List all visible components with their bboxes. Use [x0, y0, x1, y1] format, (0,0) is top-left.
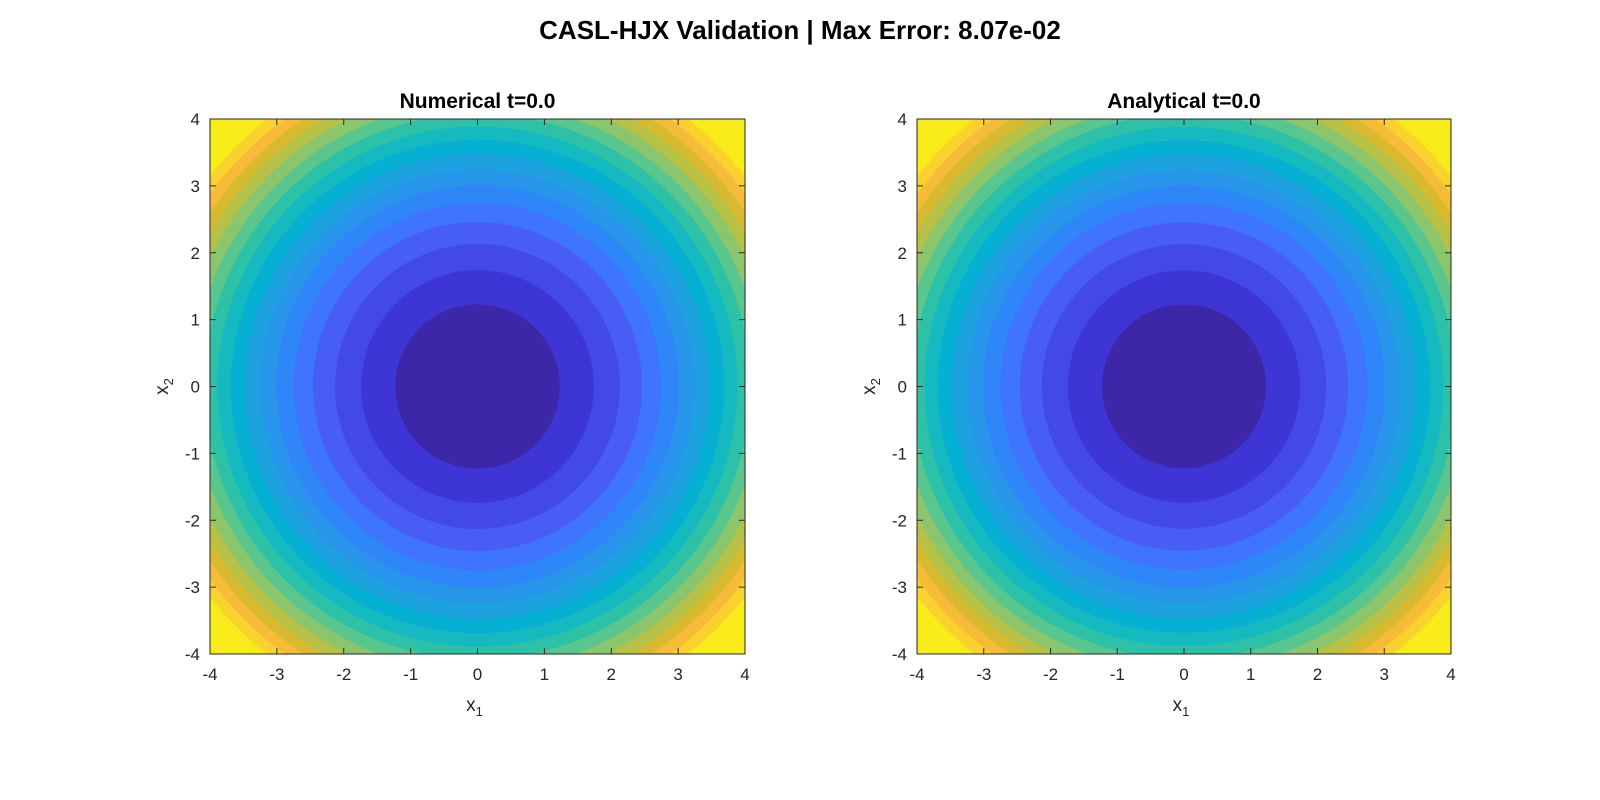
contour-fill: [917, 119, 1451, 654]
x-axis-label: x1: [1173, 695, 1190, 719]
x-tick-label: 3: [1380, 665, 1389, 684]
x-tick-label: 2: [1313, 665, 1322, 684]
subplot-title: Analytical t=0.0: [1107, 90, 1261, 113]
y-axis-label: x2: [152, 378, 176, 395]
x-tick-label: 3: [673, 665, 682, 684]
y-axis-label: x2: [859, 378, 883, 395]
figure-title: CASL-HJX Validation | Max Error: 8.07e-0…: [539, 15, 1061, 45]
subplot-analytical: -4 -3 -2 -1 0 1 2 3 4 -4 -3 -2 -1 0 1 2 3 4 Analytical t=0…: [859, 90, 1456, 719]
y-tick-label: 3: [898, 177, 907, 196]
contour-fill: [210, 119, 745, 654]
x-tick-label: -4: [202, 665, 217, 684]
y-tick-label: 4: [191, 110, 200, 129]
y-tick-label: -4: [892, 645, 907, 664]
y-tick-label: 0: [191, 378, 200, 397]
y-tick-label: -2: [185, 511, 200, 530]
x-tick-label: -3: [976, 665, 991, 684]
y-tick-label: 1: [898, 311, 907, 330]
y-tick-label: 0: [898, 378, 907, 397]
x-tick-label: -2: [1043, 665, 1058, 684]
x-tick-label: 2: [607, 665, 616, 684]
x-tick-label: -1: [1110, 665, 1125, 684]
contour-band: [1101, 304, 1267, 469]
y-tick-label: -1: [185, 444, 200, 463]
y-tick-label: 3: [191, 177, 200, 196]
x-axis-label: x1: [466, 695, 483, 719]
y-tick-label: 4: [898, 110, 907, 129]
x-tick-label: 4: [1446, 665, 1455, 684]
y-tick-label: -3: [892, 578, 907, 597]
x-tick-label: 1: [1246, 665, 1255, 684]
x-tick-label: 1: [540, 665, 549, 684]
x-tick-label: -2: [336, 665, 351, 684]
x-tick-label: 0: [1179, 665, 1188, 684]
y-tick-label: -4: [185, 645, 200, 664]
y-tick-label: 1: [191, 311, 200, 330]
y-tick-label: -3: [185, 578, 200, 597]
subplot-title: Numerical t=0.0: [400, 90, 556, 113]
x-tick-label: 4: [740, 665, 749, 684]
x-tick-label: -1: [403, 665, 418, 684]
x-tick-label: -4: [909, 665, 924, 684]
x-tick-label: -3: [269, 665, 284, 684]
y-tick-label: 2: [898, 244, 907, 263]
y-tick-label: 2: [191, 244, 200, 263]
subplot-numerical: -4 -3 -2 -1 0 1 2 3 4 -4 -3 -2 -1 0 1 2 3 4 Numerical t=0.…: [152, 90, 750, 719]
y-tick-label: -2: [892, 511, 907, 530]
x-tick-label: 0: [473, 665, 482, 684]
y-tick-label: -1: [892, 444, 907, 463]
contour-band: [395, 304, 560, 469]
